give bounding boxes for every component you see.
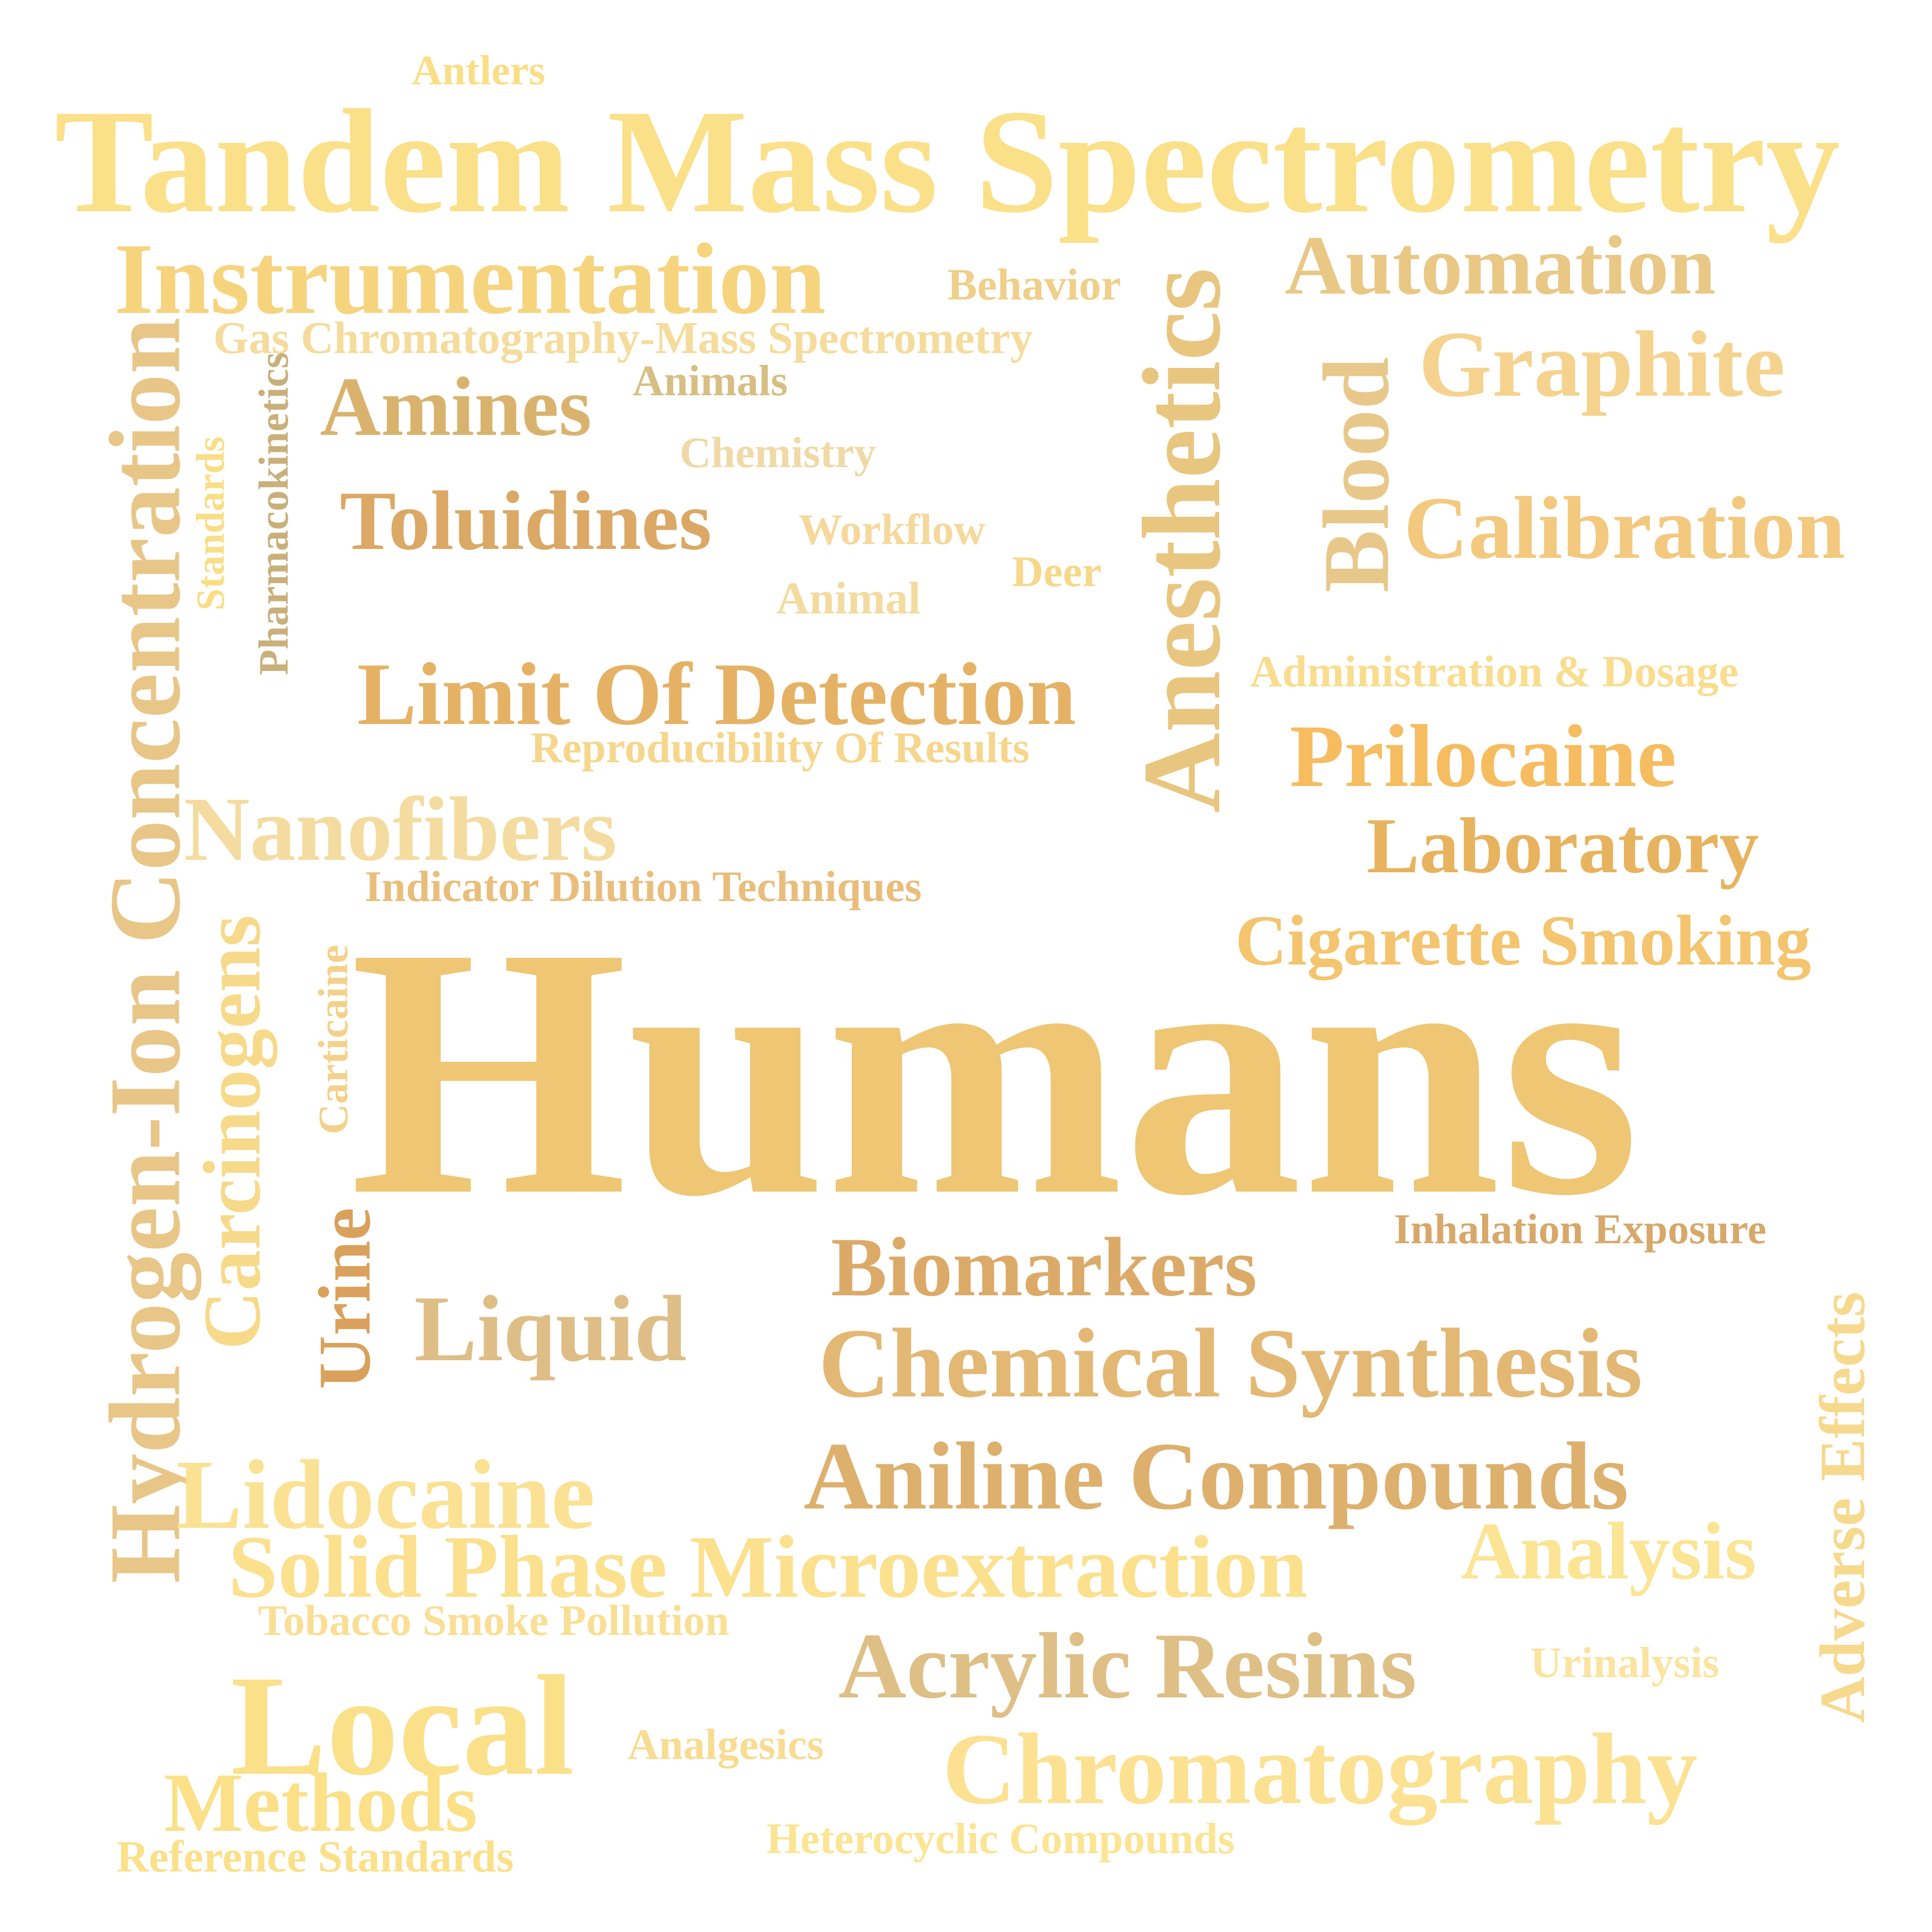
word-animal: Animal: [776, 573, 921, 623]
word-workflow: Workflow: [799, 506, 986, 554]
word-administration-dosage: Administration & Dosage: [1250, 647, 1739, 696]
word-nanofibers: Nanofibers: [184, 779, 617, 880]
word-laboratory: Laboratory: [1367, 801, 1759, 890]
word-limit-of-detection: Limit Of Detection: [357, 645, 1076, 743]
word-reproducibility-of-results: Reproducibility Of Results: [531, 724, 1030, 772]
word-indicator-dilution-techniques: Indicator Dilution Techniques: [365, 863, 922, 911]
word-acrylic-resins: Acrylic Resins: [838, 1614, 1417, 1718]
word-liquid: Liquid: [414, 1277, 687, 1381]
word-humans: Humans: [350, 873, 1640, 1269]
word-gas-chromatography-ms: Gas Chromatography-Mass Spectrometry: [213, 312, 1033, 363]
word-biomarkers: Biomarkers: [831, 1220, 1257, 1314]
word-urinalysis: Urinalysis: [1530, 1639, 1720, 1687]
word-chemical-synthesis: Chemical Synthesis: [818, 1309, 1643, 1418]
word-aniline-compounds: Aniline Compounds: [804, 1423, 1629, 1530]
word-inhalation-exposure: Inhalation Exposure: [1394, 1205, 1767, 1253]
word-carcinogens: Carcinogens: [187, 915, 277, 1350]
word-prilocaine: Prilocaine: [1290, 707, 1677, 805]
word-instrumentation: Instrumentation: [114, 223, 826, 335]
word-local: Local: [231, 1646, 574, 1805]
word-standards: Standards: [189, 436, 233, 611]
word-cigarette-smoking: Cigarette Smoking: [1235, 901, 1811, 980]
word-carticaine: Carticaine: [310, 945, 357, 1135]
word-adverse-effects: Adverse Effects: [1807, 1292, 1878, 1723]
word-tobacco-smoke-pollution: Tobacco Smoke Pollution: [258, 1597, 730, 1645]
word-behavior: Behavior: [947, 260, 1121, 309]
word-anesthetics: Anesthetics: [1120, 268, 1244, 813]
word-analysis: Analysis: [1461, 1506, 1757, 1596]
word-amines: Amines: [320, 360, 592, 453]
word-analgesics: Analgesics: [627, 1721, 824, 1769]
word-blood: Blood: [1305, 357, 1409, 593]
word-solid-phase-microextraction: Solid Phase Microextraction: [228, 1517, 1308, 1616]
word-graphite: Graphite: [1419, 312, 1785, 417]
word-lidocaine: Lidocaine: [176, 1440, 595, 1550]
word-deer: Deer: [1012, 548, 1102, 596]
word-antlers: Antlers: [412, 47, 546, 94]
word-calibration: Calibration: [1404, 479, 1846, 577]
word-hydrogen-ion-concentration: Hydrogen-Ion Concentration: [89, 317, 201, 1584]
word-pharmacokinetics: Pharmacokinetics: [250, 352, 297, 675]
word-chromatography: Chromatography: [942, 1713, 1698, 1825]
word-reference-standards: Reference Standards: [117, 1832, 514, 1881]
word-chemistry: Chemistry: [680, 429, 876, 477]
word-animals: Animals: [632, 357, 788, 405]
word-heterocyclic-compounds: Heterocyclic Compounds: [766, 1815, 1235, 1863]
word-tandem-mass-spectrometry: Tandem Mass Spectrometry: [55, 79, 1840, 243]
word-automation: Automation: [1285, 219, 1716, 312]
word-urine: Urine: [304, 1208, 386, 1389]
word-toluidines: Toluidines: [340, 474, 712, 567]
word-methods: Methods: [164, 1756, 478, 1849]
